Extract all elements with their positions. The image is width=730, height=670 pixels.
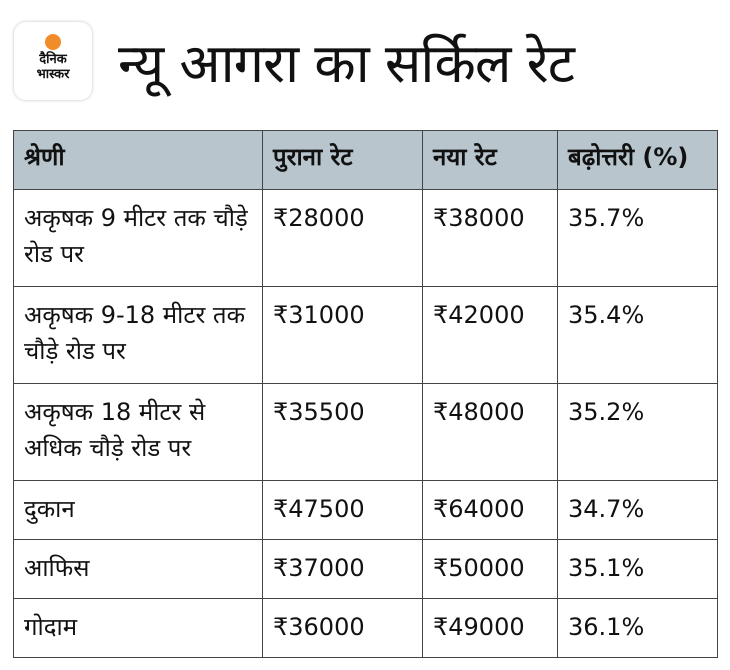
old-rate-cell: ₹28000 <box>262 189 423 287</box>
header-new-rate: नया रेट <box>422 130 558 190</box>
table-row: अकृषक 9 मीटर तक चौड़े रोड पर ₹28000 ₹380… <box>13 189 718 287</box>
old-rate-cell: ₹47500 <box>262 480 423 540</box>
header-old-rate: पुराना रेट <box>262 130 423 190</box>
old-rate-cell: ₹35500 <box>262 383 423 481</box>
old-rate-cell: ₹37000 <box>262 539 423 599</box>
category-cell: दुकान <box>13 480 263 540</box>
old-rate-cell: ₹36000 <box>262 598 423 658</box>
sun-icon <box>45 34 61 50</box>
header-category: श्रेणी <box>13 130 263 190</box>
new-rate-cell: ₹49000 <box>422 598 558 658</box>
new-rate-cell: ₹48000 <box>422 383 558 481</box>
table-row: अकृषक 9-18 मीटर तक चौड़े रोड पर ₹31000 ₹… <box>13 286 718 384</box>
new-rate-cell: ₹38000 <box>422 189 558 287</box>
table-row: दुकान ₹47500 ₹64000 34.7% <box>13 480 718 540</box>
increase-cell: 35.1% <box>557 539 718 599</box>
increase-cell: 35.2% <box>557 383 718 481</box>
category-cell: अकृषक 9 मीटर तक चौड़े रोड पर <box>13 189 263 287</box>
category-cell: आफिस <box>13 539 263 599</box>
category-cell: गोदाम <box>13 598 263 658</box>
circle-rate-table: श्रेणी पुराना रेट नया रेट बढ़ोत्तरी (%) … <box>13 130 718 658</box>
header-increase: बढ़ोत्तरी (%) <box>557 130 718 190</box>
new-rate-cell: ₹42000 <box>422 286 558 384</box>
table-row: आफिस ₹37000 ₹50000 35.1% <box>13 539 718 599</box>
category-cell: अकृषक 9-18 मीटर तक चौड़े रोड पर <box>13 286 263 384</box>
table-header-row: श्रेणी पुराना रेट नया रेट बढ़ोत्तरी (%) <box>13 130 718 190</box>
new-rate-cell: ₹50000 <box>422 539 558 599</box>
category-cell: अकृषक 18 मीटर से अधिक चौड़े रोड पर <box>13 383 263 481</box>
increase-cell: 34.7% <box>557 480 718 540</box>
page-title: न्यू आगरा का सर्किल रेट <box>118 32 575 95</box>
new-rate-cell: ₹64000 <box>422 480 558 540</box>
old-rate-cell: ₹31000 <box>262 286 423 384</box>
table-row: गोदाम ₹36000 ₹49000 36.1% <box>13 598 718 658</box>
logo-line-1: दैनिक <box>39 52 67 67</box>
increase-cell: 36.1% <box>557 598 718 658</box>
increase-cell: 35.7% <box>557 189 718 287</box>
dainik-bhaskar-logo: दैनिक भास्कर <box>14 22 92 100</box>
logo-line-2: भास्कर <box>36 67 70 82</box>
increase-cell: 35.4% <box>557 286 718 384</box>
table-row: अकृषक 18 मीटर से अधिक चौड़े रोड पर ₹3550… <box>13 383 718 481</box>
